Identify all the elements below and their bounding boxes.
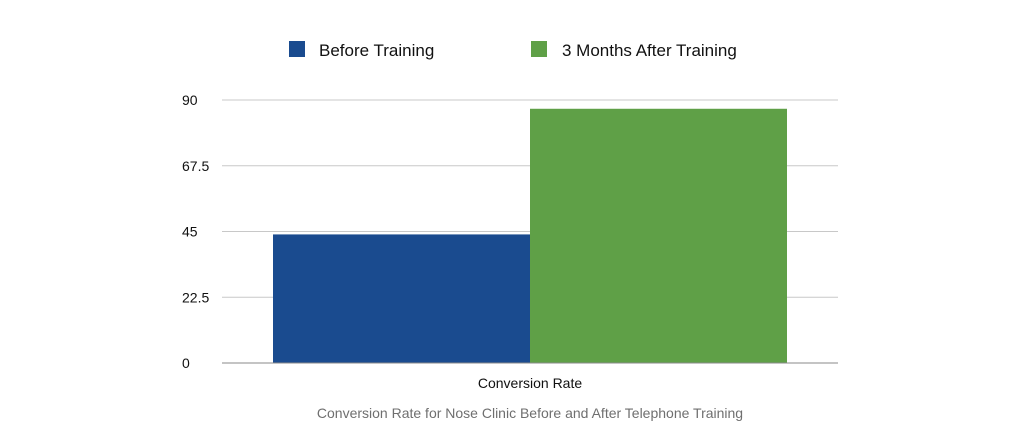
legend: Before Training 3 Months After Training	[289, 41, 737, 60]
legend-label-before-training: Before Training	[319, 41, 434, 60]
bars	[273, 108, 787, 364]
y-tick-label: 90	[182, 92, 198, 108]
y-tick-label: 45	[182, 224, 198, 240]
legend-swatch-before-training	[289, 41, 305, 57]
x-category-label: Conversion Rate	[478, 375, 582, 391]
y-tick-label: 22.5	[182, 289, 209, 305]
y-axis-ticks: 0 22.5 45 67.5 90	[182, 92, 209, 371]
chart-caption: Conversion Rate for Nose Clinic Before a…	[317, 405, 743, 421]
legend-label-3-months-after-training: 3 Months After Training	[562, 41, 737, 60]
y-tick-label: 67.5	[182, 158, 209, 174]
bar-3-months-after-training	[530, 108, 787, 364]
legend-swatch-3-months-after-training	[531, 41, 547, 57]
y-tick-label: 0	[182, 355, 190, 371]
bar-before-training	[273, 234, 530, 363]
